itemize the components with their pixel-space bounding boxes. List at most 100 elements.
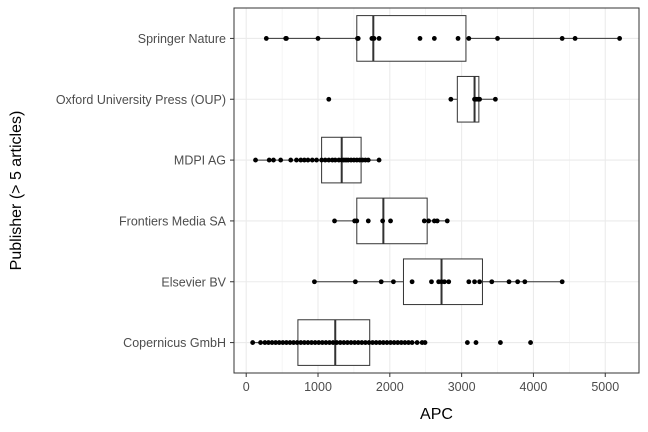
point-springer-nature	[431, 36, 437, 41]
point-mdpi-ag	[278, 157, 284, 163]
point-springer-nature	[466, 36, 472, 41]
point-frontiers-media-sa	[380, 218, 386, 224]
point-copernicus-gmbh	[337, 340, 343, 345]
point-copernicus-gmbh	[269, 340, 275, 345]
data-points	[250, 36, 623, 345]
point-mdpi-ag	[301, 157, 307, 163]
y-tick-label: Oxford University Press (OUP)	[56, 93, 226, 107]
point-copernicus-gmbh	[402, 340, 408, 345]
point-copernicus-gmbh	[276, 340, 282, 345]
point-elsevier-bv	[378, 279, 384, 285]
point-oxford-university-press-oup	[448, 96, 454, 102]
point-copernicus-gmbh	[323, 340, 329, 345]
point-copernicus-gmbh	[330, 340, 336, 345]
point-copernicus-gmbh	[258, 340, 263, 345]
point-mdpi-ag	[309, 157, 315, 163]
point-copernicus-gmbh	[359, 340, 365, 345]
point-copernicus-gmbh	[348, 340, 354, 345]
point-mdpi-ag	[305, 157, 311, 163]
point-frontiers-media-sa	[426, 218, 432, 224]
point-frontiers-media-sa	[434, 218, 440, 224]
point-frontiers-media-sa	[444, 218, 450, 224]
point-copernicus-gmbh	[473, 340, 479, 345]
point-mdpi-ag	[326, 157, 332, 163]
point-mdpi-ag	[365, 157, 371, 163]
point-elsevier-bv	[441, 279, 447, 285]
point-springer-nature	[284, 36, 289, 41]
x-tick-label: 4000	[520, 380, 548, 394]
point-copernicus-gmbh	[287, 340, 293, 345]
point-copernicus-gmbh	[284, 340, 289, 345]
point-copernicus-gmbh	[309, 340, 314, 345]
point-copernicus-gmbh	[280, 340, 286, 345]
point-copernicus-gmbh	[250, 340, 256, 345]
panel-background	[234, 8, 639, 373]
point-copernicus-gmbh	[498, 340, 503, 345]
point-springer-nature	[455, 36, 461, 41]
point-copernicus-gmbh	[345, 340, 350, 345]
point-frontiers-media-sa	[354, 218, 360, 224]
x-tick-label: 1000	[304, 380, 332, 394]
point-copernicus-gmbh	[273, 340, 279, 345]
point-copernicus-gmbh	[409, 340, 415, 345]
point-copernicus-gmbh	[355, 340, 361, 345]
point-copernicus-gmbh	[334, 340, 340, 345]
point-copernicus-gmbh	[316, 340, 322, 345]
x-axis-title: APC	[420, 406, 453, 423]
point-springer-nature	[263, 36, 269, 41]
point-elsevier-bv	[559, 279, 565, 285]
point-copernicus-gmbh	[363, 340, 368, 345]
point-copernicus-gmbh	[414, 340, 420, 345]
point-copernicus-gmbh	[384, 340, 390, 345]
point-springer-nature	[559, 36, 565, 41]
point-copernicus-gmbh	[366, 340, 372, 345]
point-mdpi-ag	[319, 157, 325, 163]
point-elsevier-bv	[506, 279, 512, 285]
point-mdpi-ag	[376, 157, 382, 163]
point-springer-nature	[617, 36, 623, 41]
point-springer-nature	[355, 36, 361, 41]
y-tick-label: MDPI AG	[174, 154, 226, 168]
point-copernicus-gmbh	[352, 340, 358, 345]
point-copernicus-gmbh	[388, 340, 393, 345]
point-mdpi-ag	[266, 157, 272, 163]
x-tick-label: 3000	[448, 380, 476, 394]
point-mdpi-ag	[314, 157, 319, 163]
point-frontiers-media-sa	[365, 218, 371, 224]
point-elsevier-bv	[312, 279, 317, 285]
point-copernicus-gmbh	[395, 340, 401, 345]
x-tick-label: 0	[243, 380, 250, 394]
point-mdpi-ag	[288, 157, 294, 163]
point-oxford-university-press-oup	[326, 96, 332, 102]
y-tick-label: Elsevier BV	[161, 275, 226, 289]
point-oxford-university-press-oup	[492, 96, 498, 102]
point-elsevier-bv	[466, 279, 472, 285]
point-copernicus-gmbh	[298, 340, 304, 345]
point-copernicus-gmbh	[319, 340, 325, 345]
point-elsevier-bv	[477, 279, 482, 285]
point-elsevier-bv	[515, 279, 521, 285]
point-copernicus-gmbh	[377, 340, 383, 345]
point-springer-nature	[376, 36, 382, 41]
point-copernicus-gmbh	[341, 340, 347, 345]
y-tick-label: Springer Nature	[138, 32, 226, 46]
point-springer-nature	[495, 36, 500, 41]
point-mdpi-ag	[322, 157, 328, 163]
point-elsevier-bv	[409, 279, 415, 285]
point-copernicus-gmbh	[406, 340, 411, 345]
point-copernicus-gmbh	[266, 340, 271, 345]
point-copernicus-gmbh	[380, 340, 386, 345]
y-axis-title: Publisher (> 5 articles)	[8, 111, 25, 271]
y-tick-label: Frontiers Media SA	[119, 214, 227, 228]
point-copernicus-gmbh	[294, 340, 300, 345]
point-copernicus-gmbh	[528, 340, 533, 345]
x-axis: 0 1000 2000 3000 4000 5000	[243, 373, 619, 394]
point-elsevier-bv	[352, 279, 358, 285]
point-elsevier-bv	[522, 279, 528, 285]
point-springer-nature	[371, 36, 377, 41]
point-mdpi-ag	[253, 157, 258, 163]
point-copernicus-gmbh	[464, 340, 470, 345]
point-elsevier-bv	[446, 279, 452, 285]
point-elsevier-bv	[472, 279, 477, 285]
